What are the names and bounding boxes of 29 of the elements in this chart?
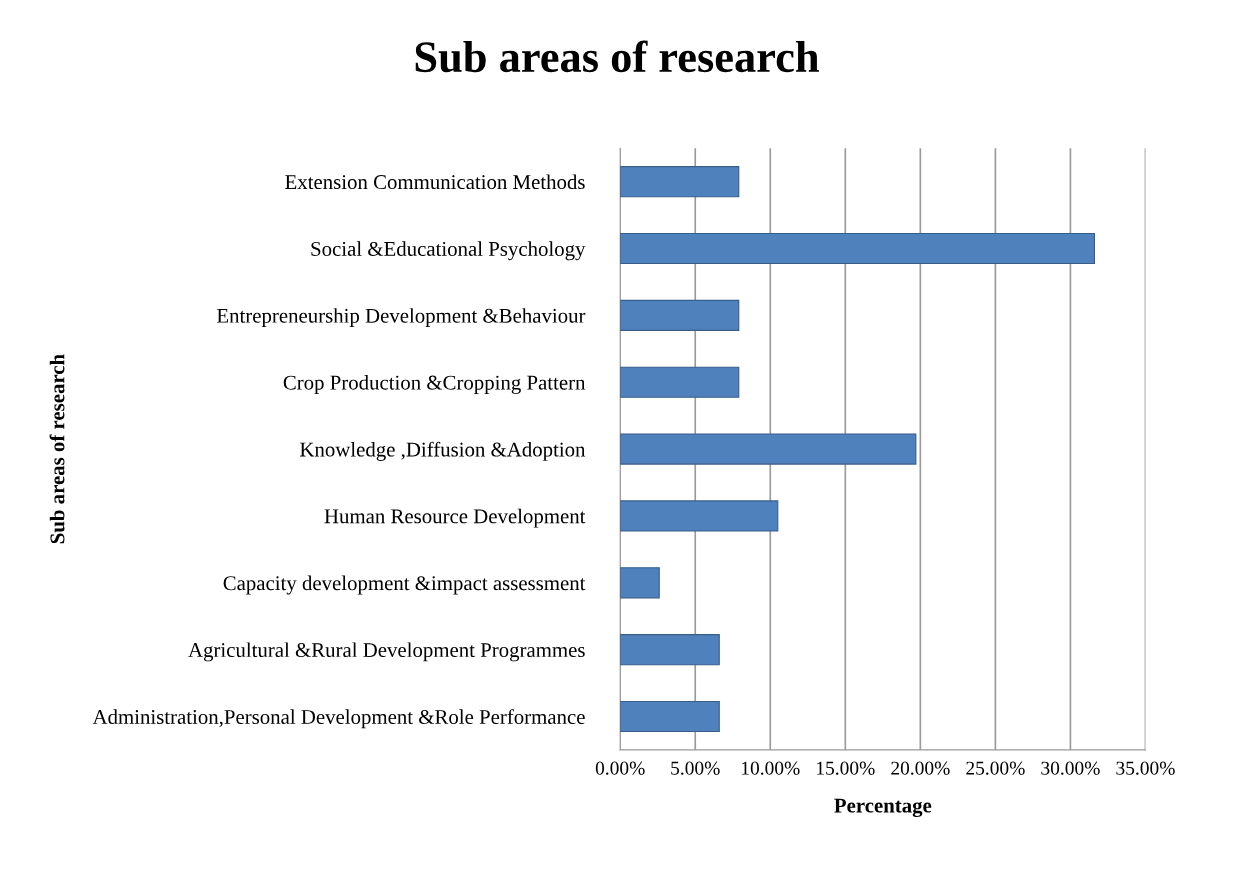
bar xyxy=(620,700,720,733)
y-axis-title: Sub areas of research xyxy=(49,354,65,544)
bar xyxy=(620,500,779,532)
y-tick-label: Entrepreneurship Development &Behaviour xyxy=(216,308,586,328)
x-tick-label: 5.00% xyxy=(671,761,720,775)
x-tick-label: 25.00% xyxy=(966,761,1025,775)
x-axis-title: Percentage xyxy=(834,798,932,817)
y-tick-label: Administration,Personal Development &Role Performance xyxy=(92,709,585,729)
bar xyxy=(620,299,740,331)
x-tick-label: 0.00% xyxy=(595,761,645,775)
x-tick-label: 30.00% xyxy=(1041,761,1100,775)
x-tick-label: 10.00% xyxy=(742,761,800,775)
bar xyxy=(620,567,660,599)
y-tick-label: Knowledge ,Diffusion &Adoption xyxy=(300,441,586,461)
y-tick-label: Social &Educational Psychology xyxy=(311,241,586,261)
bar xyxy=(620,232,1095,265)
y-tick-label: Agricultural &Rural Development Programmes xyxy=(188,642,585,662)
y-tick-label: Extension Communication Methods xyxy=(285,174,585,190)
bar xyxy=(620,433,917,465)
bar xyxy=(620,366,740,398)
y-tick-label: Human Resource Development xyxy=(324,508,586,528)
bar xyxy=(620,634,720,666)
y-tick-label: Capacity development &impact assessment xyxy=(223,575,586,595)
x-tick-label: 35.00% xyxy=(1116,761,1175,775)
bar xyxy=(620,166,740,198)
x-tick-label: 15.00% xyxy=(817,761,875,775)
chart-title: Sub areas of research xyxy=(415,40,819,73)
y-tick-label: Crop Production &Cropping Pattern xyxy=(283,375,586,394)
x-tick-label: 20.00% xyxy=(891,761,950,775)
